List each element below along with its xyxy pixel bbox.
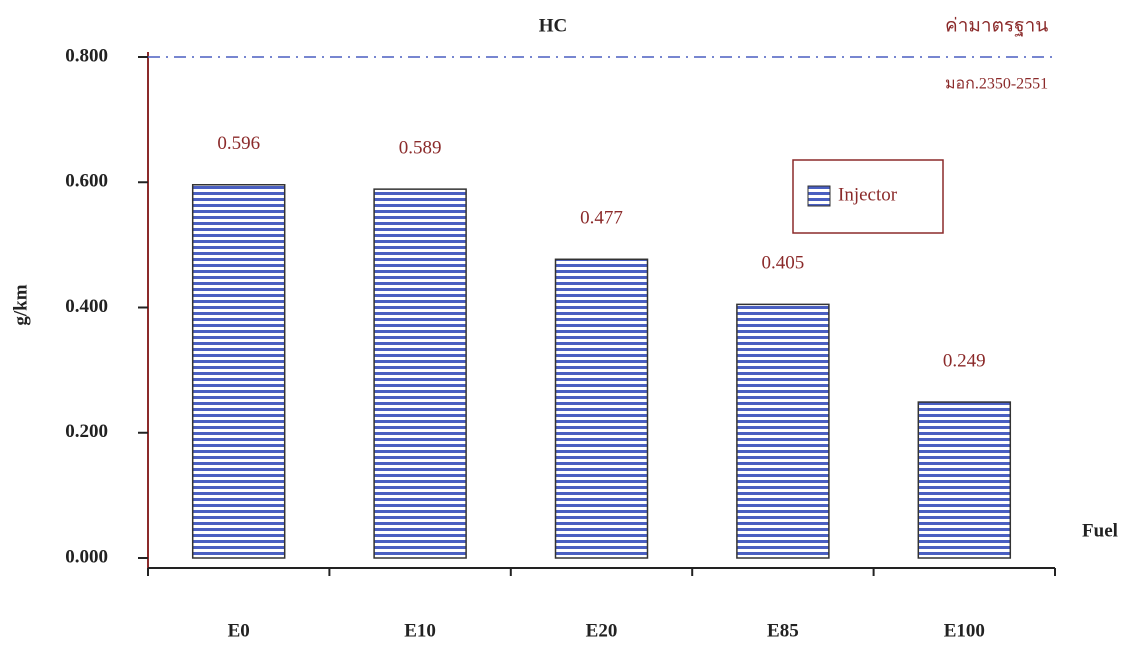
bar: [191, 184, 286, 559]
value-label: 0.596: [217, 133, 260, 154]
legend-swatch: [807, 185, 831, 207]
value-label: 0.249: [943, 350, 986, 371]
chart-title: HC: [539, 15, 568, 36]
y-tick-label: 0.200: [65, 421, 108, 442]
legend-label: Injector: [838, 184, 898, 205]
x-tick-label: E85: [767, 620, 799, 641]
value-label: 0.589: [399, 137, 442, 158]
value-label: 0.405: [762, 253, 805, 274]
x-tick-label: E100: [944, 620, 985, 641]
x-tick-label: E0: [228, 620, 250, 641]
bar: [373, 188, 467, 559]
x-tick-label: E20: [586, 620, 618, 641]
legend-box: [792, 159, 944, 234]
y-tick-label: 0.400: [65, 296, 108, 317]
bar: [554, 258, 649, 559]
y-tick-label: 0.000: [65, 546, 108, 567]
y-tick-label: 0.600: [65, 171, 108, 192]
y-axis-label: g/km: [10, 284, 31, 325]
y-tick-label: 0.800: [65, 45, 108, 66]
bar: [736, 303, 830, 559]
x-tick-label: E10: [404, 620, 436, 641]
reference-label: ค่ามาตรฐาน: [945, 15, 1048, 36]
value-label: 0.477: [580, 208, 623, 229]
bar: [917, 401, 1012, 559]
x-axis-label: Fuel: [1082, 520, 1118, 541]
reference-sublabel: มอก.2350-2551: [945, 76, 1048, 93]
